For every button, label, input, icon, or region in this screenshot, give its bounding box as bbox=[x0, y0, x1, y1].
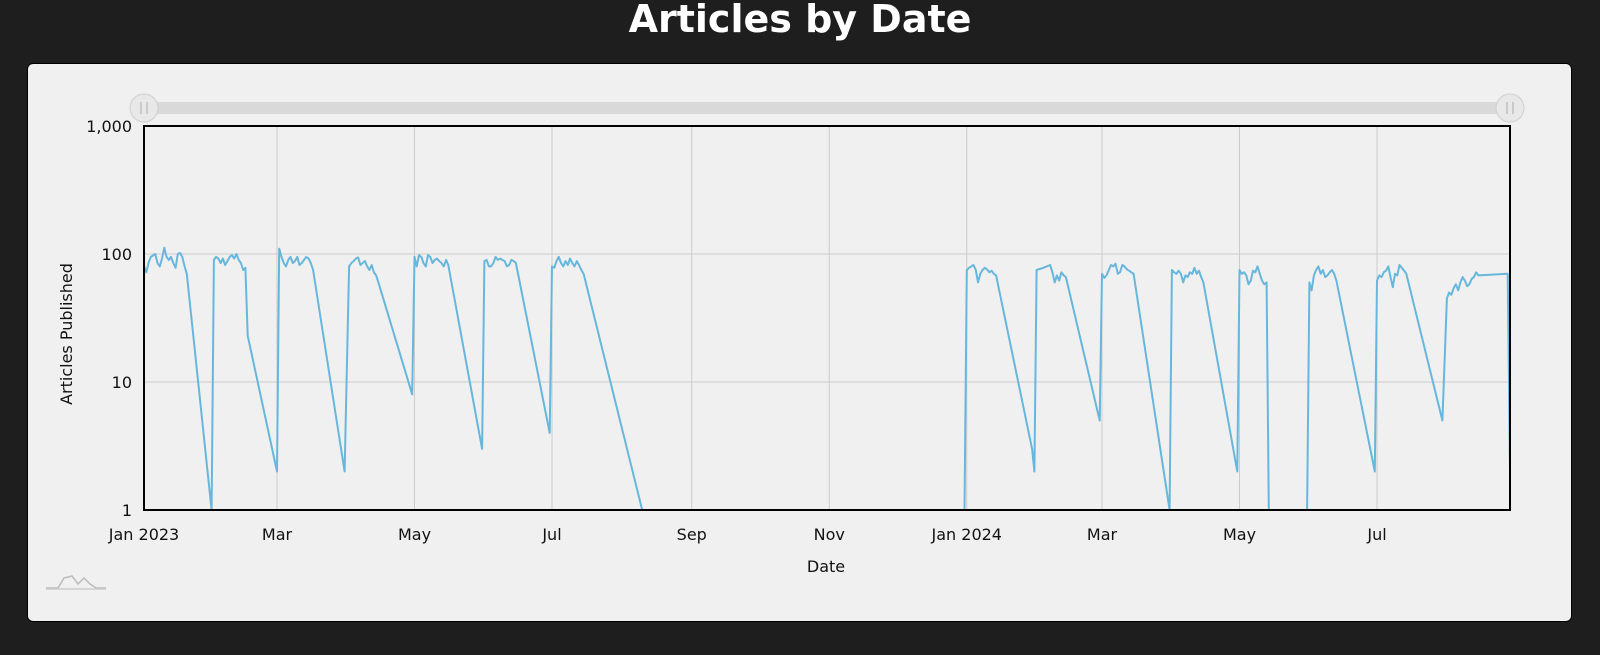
series-line[interactable] bbox=[143, 246, 1511, 511]
scrollbar-end-grip-icon[interactable] bbox=[1495, 93, 1525, 123]
y-tick-label: 100 bbox=[101, 245, 132, 264]
y-axis-ticks: 1 10 100 1,000 bbox=[86, 117, 132, 520]
x-axis-label: Date bbox=[807, 557, 845, 576]
plot-area-border bbox=[143, 125, 1511, 511]
scrollbar-start-grip-icon[interactable] bbox=[129, 93, 159, 123]
y-tick-label: 10 bbox=[112, 373, 132, 392]
y-tick-label: 1 bbox=[122, 501, 132, 520]
y-axis-label: Articles Published bbox=[57, 263, 76, 405]
scrollbar-track[interactable] bbox=[144, 102, 1510, 114]
x-tick-label: Sep bbox=[677, 525, 707, 544]
x-tick-label: Jan 2024 bbox=[931, 525, 1002, 544]
chart-logo-icon bbox=[46, 575, 106, 590]
x-tick-label: Mar bbox=[1087, 525, 1118, 544]
x-tick-label: Jul bbox=[1366, 525, 1386, 544]
series-layer[interactable] bbox=[143, 246, 1511, 511]
x-tick-label: May bbox=[1223, 525, 1256, 544]
chart-panel: 1 10 100 1,000 Jan 2023 Mar May Jul Sep Nov Jan 2… bbox=[27, 63, 1572, 622]
y-tick-label: 1,000 bbox=[86, 117, 132, 136]
x-tick-label: Jul bbox=[541, 525, 561, 544]
x-tick-label: Jan 2023 bbox=[108, 525, 179, 544]
page-title: Articles by Date bbox=[628, 0, 972, 41]
scrollbar[interactable] bbox=[129, 93, 1525, 123]
x-tick-label: May bbox=[398, 525, 431, 544]
x-axis-ticks: Jan 2023 Mar May Jul Sep Nov Jan 2024 Mar May Jul bbox=[108, 525, 1387, 544]
x-tick-label: Nov bbox=[814, 525, 845, 544]
x-tick-label: Mar bbox=[262, 525, 293, 544]
